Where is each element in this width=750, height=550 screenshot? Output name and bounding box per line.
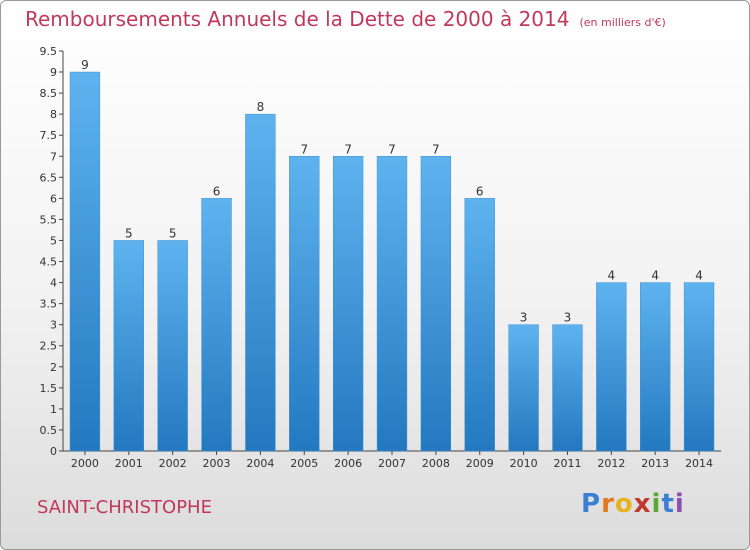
y-tick-label: 0 xyxy=(50,445,57,458)
bar xyxy=(508,324,539,452)
y-tick-label: 8 xyxy=(50,108,57,121)
y-tick-label: 3 xyxy=(50,319,57,332)
bar xyxy=(464,198,495,452)
y-tick-label: 2 xyxy=(50,361,57,374)
bar xyxy=(552,324,583,452)
x-tick-label: 2007 xyxy=(378,457,406,470)
bar xyxy=(640,282,671,452)
x-tick-label: 2003 xyxy=(203,457,231,470)
y-tick-label: 2.5 xyxy=(40,340,58,353)
bar-value-label: 7 xyxy=(300,142,308,156)
x-tick-label: 2014 xyxy=(685,457,713,470)
x-tick-label: 2008 xyxy=(422,457,450,470)
logo-letter: t xyxy=(661,489,675,519)
bar xyxy=(420,156,452,452)
bar xyxy=(245,113,276,452)
bar xyxy=(683,282,715,452)
bar-value-label: 3 xyxy=(520,311,528,325)
y-tick-label: 6 xyxy=(50,192,57,205)
y-tick-label: 1 xyxy=(50,403,57,416)
x-tick-label: 2001 xyxy=(115,457,143,470)
y-tick-label: 3.5 xyxy=(40,298,58,311)
y-tick-label: 1.5 xyxy=(40,382,58,395)
bar-value-label: 4 xyxy=(651,269,659,283)
y-tick-label: 7.5 xyxy=(40,129,58,142)
x-tick-label: 2002 xyxy=(159,457,187,470)
x-tick-label: 2010 xyxy=(510,457,538,470)
y-tick-label: 4 xyxy=(50,277,57,290)
y-tick-label: 5.5 xyxy=(40,213,58,226)
bar-value-label: 7 xyxy=(344,142,352,156)
bar xyxy=(157,240,188,452)
bar xyxy=(289,156,320,452)
proxiti-logo: Proxiti xyxy=(581,489,685,519)
bar-value-label: 3 xyxy=(564,311,572,325)
x-tick-label: 2004 xyxy=(246,457,274,470)
logo-letter: r xyxy=(601,489,615,519)
bar xyxy=(69,71,101,452)
y-tick-label: 6.5 xyxy=(40,171,58,184)
chart-title: Remboursements Annuels de la Dette de 20… xyxy=(25,7,666,31)
y-tick-label: 8.5 xyxy=(40,87,58,100)
bar-value-label: 5 xyxy=(125,226,133,240)
bar-value-label: 4 xyxy=(695,269,703,283)
bar-value-label: 5 xyxy=(169,226,177,240)
x-tick-label: 2011 xyxy=(553,457,581,470)
bar xyxy=(376,156,408,452)
bar-value-label: 9 xyxy=(81,58,89,72)
chart-title-text: Remboursements Annuels de la Dette de 20… xyxy=(25,7,570,31)
logo-letter: o xyxy=(614,489,634,519)
bar-value-label: 7 xyxy=(388,142,396,156)
bar-value-label: 4 xyxy=(608,269,616,283)
bar-value-label: 6 xyxy=(476,184,484,198)
x-tick-label: 2005 xyxy=(290,457,318,470)
x-tick-label: 2000 xyxy=(71,457,99,470)
logo-letter: i xyxy=(674,489,685,519)
y-tick-label: 7 xyxy=(50,150,57,163)
bar-value-label: 8 xyxy=(257,100,265,114)
y-tick-label: 0.5 xyxy=(40,424,58,437)
bar xyxy=(332,156,364,452)
bar-value-label: 6 xyxy=(213,184,221,198)
y-tick-label: 9 xyxy=(50,66,57,79)
y-tick-label: 9.5 xyxy=(40,45,58,58)
commune-name: SAINT-CHRISTOPHE xyxy=(37,497,212,518)
bar xyxy=(201,198,232,452)
bar xyxy=(113,240,144,452)
logo-letter: P xyxy=(581,489,602,519)
bar-value-label: 7 xyxy=(432,142,440,156)
y-tick-label: 5 xyxy=(50,234,57,247)
x-tick-label: 2009 xyxy=(466,457,494,470)
x-tick-label: 2013 xyxy=(641,457,669,470)
chart-unit: (en milliers d'€) xyxy=(579,16,666,29)
x-tick-label: 2012 xyxy=(597,457,625,470)
y-tick-label: 4.5 xyxy=(40,256,58,269)
logo-letter: i xyxy=(651,489,662,519)
bar xyxy=(596,282,627,452)
x-tick-label: 2006 xyxy=(334,457,362,470)
logo-letter: x xyxy=(633,489,652,519)
